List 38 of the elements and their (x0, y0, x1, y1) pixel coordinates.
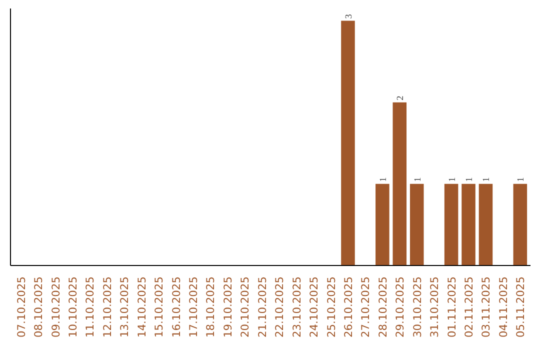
x-tick-label: 04.11.2025 (496, 276, 510, 338)
data-label: 1 (482, 176, 492, 182)
data-label: 1 (413, 176, 424, 182)
x-tick-label: 20.10.2025 (238, 276, 252, 338)
data-label: 3 (344, 14, 354, 19)
x-tick-label: 23.10.2025 (290, 276, 304, 338)
x-tick-label: 16.10.2025 (170, 276, 183, 338)
x-tick-label: 27.10.2025 (359, 276, 372, 338)
x-tick-label: 01.11.2025 (445, 276, 458, 338)
x-tick-label: 29.10.2025 (394, 276, 407, 338)
x-tick-label: 11.10.2025 (84, 276, 97, 338)
x-tick-label: 13.10.2025 (118, 276, 132, 338)
x-tick-label: 15.10.2025 (152, 276, 166, 338)
x-tick-label: 10.10.2025 (66, 276, 80, 338)
x-tick-label: 07.10.2025 (14, 276, 28, 338)
x-tick-label: 24.10.2025 (308, 276, 321, 338)
data-label: 1 (448, 176, 458, 182)
x-tick-label: 28.10.2025 (376, 276, 390, 338)
x-tick-label: 25.10.2025 (324, 276, 338, 338)
data-label: 1 (378, 176, 389, 182)
x-tick-label: 22.10.2025 (273, 276, 286, 338)
x-tick-label: 05.11.2025 (514, 276, 528, 338)
x-tick-label: 26.10.2025 (342, 276, 355, 338)
x-tick-label: 17.10.2025 (187, 276, 200, 338)
x-tick-label: 19.10.2025 (221, 276, 234, 338)
x-tick-label: 12.10.2025 (100, 276, 114, 338)
data-label: 1 (465, 176, 476, 182)
data-label: 2 (396, 95, 406, 100)
x-tick-label: 21.10.2025 (256, 276, 269, 338)
x-tick-label: 03.11.2025 (480, 276, 493, 338)
x-tick-label: 31.10.2025 (428, 276, 442, 338)
x-tick-label: 14.10.2025 (135, 276, 148, 338)
x-tick-label: 18.10.2025 (204, 276, 218, 338)
x-tick-label: 30.10.2025 (410, 276, 424, 338)
x-tick-label: 09.10.2025 (49, 276, 62, 338)
data-label: 1 (516, 176, 527, 182)
x-tick-label: 02.11.2025 (462, 276, 476, 338)
x-tick-label: 08.10.2025 (32, 276, 46, 338)
